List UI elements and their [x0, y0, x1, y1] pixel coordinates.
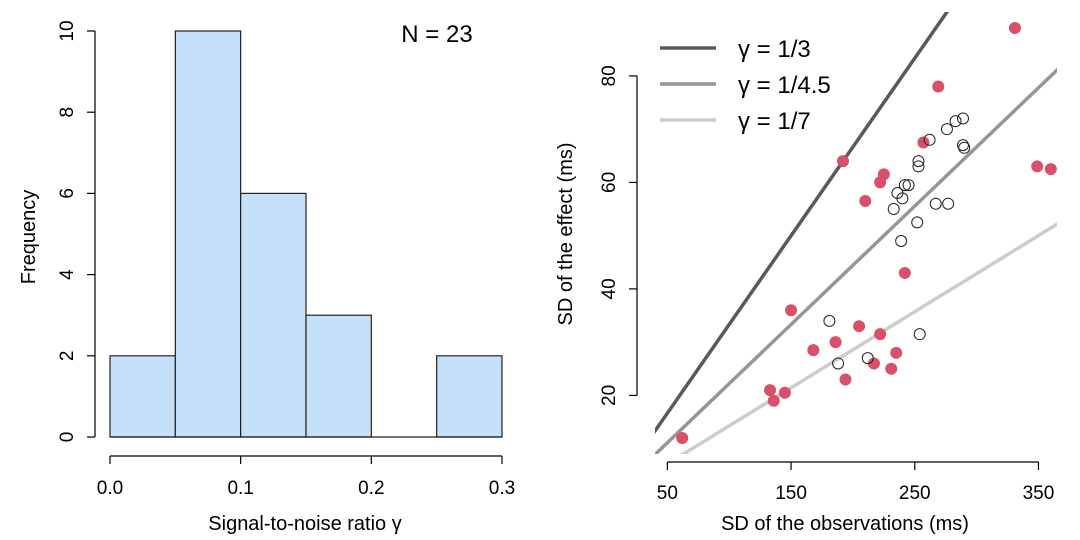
histogram-x-label: Signal-to-noise ratio γ	[208, 513, 401, 535]
scatter-point-filled	[1008, 21, 1021, 34]
scatter-x-tick-label: 250	[899, 483, 931, 504]
scatter-point-open	[912, 155, 925, 168]
histogram-y-tick-label: 6	[57, 188, 78, 199]
scatter-point-filled	[890, 346, 903, 359]
histogram-y-tick-label: 4	[57, 269, 78, 280]
scatter-point-filled	[877, 168, 890, 181]
reference-lines	[655, 12, 1057, 454]
histogram-panel: 0.0 0.1 0.2 0.3 0 2 4 6 8 10 N = 23 Signal-to-no…	[18, 20, 515, 535]
scatter-point-open	[942, 197, 955, 210]
scatter-points	[676, 21, 1057, 445]
scatter-point-open	[956, 112, 969, 125]
histogram-bar	[109, 355, 176, 438]
histogram-y-label: Frequency	[18, 190, 40, 285]
histogram-x-tick-label: 0.1	[227, 478, 253, 499]
scatter-point-filled	[676, 432, 689, 445]
scatter-point-open	[940, 123, 953, 136]
scatter-y-axis: 20 40 60 80	[599, 65, 638, 406]
scatter-y-label: SD of the effect (ms)	[555, 142, 577, 325]
histogram-y-tick-label: 2	[57, 351, 78, 362]
scatter-point-filled	[853, 320, 866, 333]
histogram-y-tick-label: 10	[57, 20, 78, 41]
histogram-y-tick-label: 8	[57, 107, 78, 118]
histogram-x-tick-label: 0.2	[358, 478, 384, 499]
scatter-point-filled	[807, 344, 820, 357]
scatter-point-filled	[917, 136, 930, 149]
scatter-point-filled	[1031, 160, 1044, 173]
scatter-point-open	[823, 314, 836, 327]
reference-line	[655, 67, 1057, 454]
scatter-point-filled	[778, 386, 791, 399]
scatter-point-filled	[764, 384, 777, 397]
scatter-x-label: SD of the observations (ms)	[721, 513, 969, 535]
histogram-y-tick-label: 0	[57, 432, 78, 443]
histogram-bar	[174, 30, 242, 438]
histogram-annotation: N = 23	[401, 21, 472, 48]
scatter-y-tick-label: 40	[599, 278, 620, 299]
histogram-bar	[240, 192, 307, 438]
scatter-point-open	[923, 133, 936, 146]
scatter-point-filled	[885, 362, 898, 375]
legend: γ = 1/3 γ = 1/4.5 γ = 1/7	[660, 36, 831, 135]
scatter-point-filled	[767, 394, 780, 407]
scatter-point-filled	[837, 155, 850, 168]
histogram-bars	[109, 30, 503, 438]
histogram-bar	[436, 355, 503, 438]
legend-label: γ = 1/4.5	[738, 72, 831, 99]
scatter-point-filled	[859, 195, 872, 208]
scatter-y-tick-label: 60	[599, 172, 620, 193]
histogram-x-axis: 0.0 0.1 0.2 0.3	[97, 455, 515, 499]
scatter-y-tick-label: 20	[599, 385, 620, 406]
scatter-point-filled	[829, 336, 842, 349]
reference-line	[655, 12, 950, 434]
scatter-point-filled	[839, 373, 852, 386]
scatter-point-open	[949, 115, 962, 128]
scatter-point-open	[911, 216, 924, 229]
legend-label: γ = 1/7	[738, 108, 811, 135]
scatter-point-open	[895, 234, 908, 247]
scatter-point-open	[902, 179, 915, 192]
scatter-point-open	[832, 357, 845, 370]
legend-label: γ = 1/3	[738, 36, 811, 63]
scatter-x-tick-label: 50	[657, 483, 678, 504]
scatter-point-open	[913, 328, 926, 341]
scatter-x-tick-label: 150	[775, 483, 807, 504]
scatter-point-filled	[898, 266, 911, 279]
histogram-bar	[305, 314, 372, 438]
histogram-y-axis: 0 2 4 6 8 10	[57, 20, 96, 443]
scatter-y-tick-label: 80	[599, 65, 620, 86]
scatter-point-open	[896, 192, 909, 205]
scatter-point-filled	[785, 304, 798, 317]
scatter-x-axis: 50 150 250 350	[657, 461, 1055, 504]
scatter-point-open	[912, 160, 925, 173]
scatter-point-filled	[1044, 163, 1057, 176]
scatter-point-open	[887, 203, 900, 216]
reference-line	[680, 222, 1057, 454]
scatter-point-open	[929, 197, 942, 210]
scatter-point-filled	[932, 80, 945, 93]
scatter-point-open	[958, 141, 971, 154]
scatter-point-filled	[867, 357, 880, 370]
scatter-point-filled	[874, 328, 887, 341]
histogram-x-tick-label: 0.3	[489, 478, 515, 499]
scatter-point-open	[898, 179, 911, 192]
histogram-x-tick-label: 0.0	[97, 478, 123, 499]
scatter-x-tick-label: 350	[1023, 483, 1055, 504]
scatter-point-open	[861, 352, 874, 365]
